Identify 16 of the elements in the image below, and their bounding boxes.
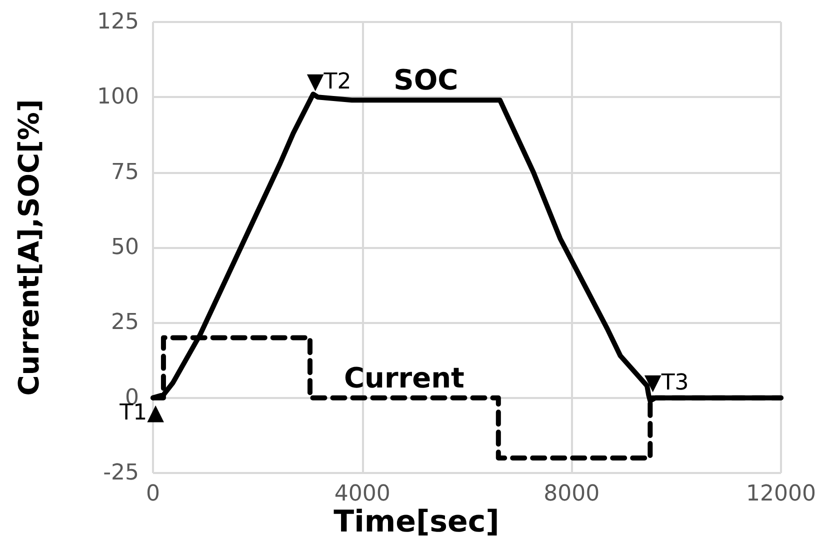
series-label: SOC [394,64,458,97]
y-axis-title: Current[A],SOC[%] [12,99,46,396]
x-tick-label: 4000 [334,482,390,506]
x-tick-label: 0 [146,482,160,506]
x-axis-title: Time[sec] [334,504,500,540]
annotation: ▼T3 [644,370,689,396]
y-tick-label: 75 [111,160,139,185]
y-tick-label: 50 [111,235,139,260]
y-tick-label: 125 [97,10,139,34]
y-tick-label: 25 [111,310,139,336]
annotation: ▼T2 [306,70,352,95]
series-label: Current [344,361,464,394]
x-tick-label: 8000 [544,482,600,506]
y-tick-label: 100 [97,84,139,110]
y-tick-label: -25 [103,460,139,486]
x-tick-label: 12000 [746,482,816,506]
